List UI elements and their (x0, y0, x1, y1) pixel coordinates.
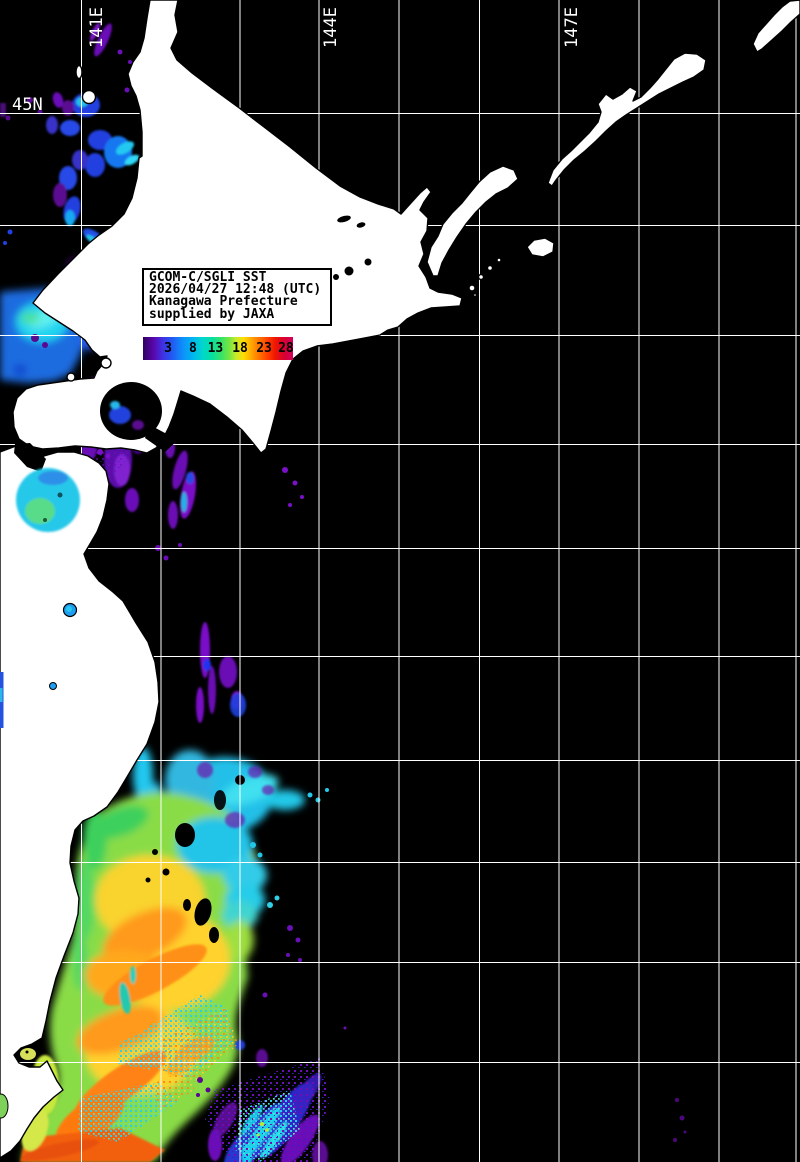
colorbar-tick: 28 (278, 340, 294, 356)
land-rebun-island (75, 64, 83, 80)
lon-label-141e: 141E (87, 7, 107, 48)
title-line-prefecture: Kanagawa Prefecture (149, 294, 298, 310)
land-honshu (0, 445, 160, 1159)
lat-label-45n: 45N (12, 95, 43, 115)
coastal-green-blob (0, 1093, 9, 1119)
land-rishiri-island (81, 89, 97, 105)
colorbar-tick: 3 (164, 340, 172, 356)
sst-speckles (3, 49, 687, 1162)
land-islet-oshima-coast (66, 372, 76, 382)
land-urup (752, 0, 800, 53)
lon-label-147e: 147E (562, 7, 582, 48)
land-shikotan (526, 237, 555, 258)
grid-labels: 45N 141E 144E 147E (12, 7, 582, 115)
temperature-colorbar: 3 8 13 18 23 28 (143, 337, 294, 360)
title-line-datetime: 2026/04/27 12:48 (UTC) (149, 282, 322, 298)
land-etorofu (547, 52, 707, 187)
hooked-bay-data (20, 1048, 36, 1060)
title-box: GCOM-C/SGLI SST 2026/04/27 12:48 (UTC) K… (142, 268, 332, 326)
title-line-credit: supplied by JAXA (149, 306, 275, 322)
colorbar-tick: 13 (207, 340, 224, 356)
colorbar-tick: 18 (232, 340, 248, 356)
lake-tazawa (49, 682, 57, 690)
colorbar-tick: 8 (189, 340, 197, 356)
land-kunashiri (426, 165, 519, 277)
lon-label-144e: 144E (321, 7, 341, 48)
colorbar-tick: 23 (256, 340, 272, 356)
land-hokkaido (12, 0, 463, 454)
land-water-overlays (0, 215, 372, 1119)
land-habomai-islets (468, 257, 502, 298)
title-line-product: GCOM-C/SGLI SST (149, 270, 267, 285)
land-islet-funka-mouth (100, 357, 112, 369)
